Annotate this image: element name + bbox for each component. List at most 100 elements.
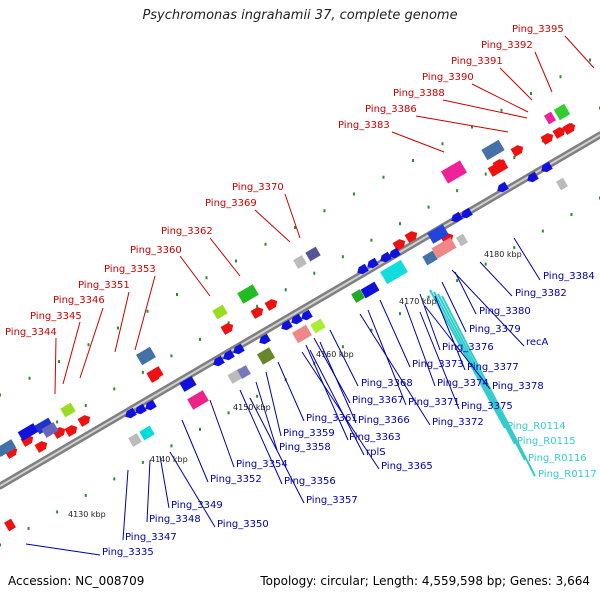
- callout-line: [239, 389, 283, 485]
- gene-arrow: [291, 313, 303, 325]
- rna-label[interactable]: Ping_R0115: [517, 436, 576, 447]
- guide-dot: [456, 189, 459, 193]
- gene-arrow: [34, 441, 48, 453]
- gene-label[interactable]: Ping_3379: [469, 324, 521, 335]
- guide-dot: [399, 312, 401, 316]
- gene-box: [34, 417, 54, 435]
- gene-label[interactable]: Ping_3375: [461, 401, 513, 412]
- rna-label[interactable]: Ping_R0114: [507, 421, 566, 432]
- gene-label[interactable]: Ping_3384: [543, 271, 595, 282]
- gene-label[interactable]: Ping_3367: [352, 395, 404, 406]
- gene-box: [380, 259, 408, 285]
- lower-strand-labels: Ping_3384 Ping_3382 Ping_3380 Ping_3379 …: [102, 271, 595, 558]
- gene-label[interactable]: Ping_3354: [236, 459, 288, 470]
- gene-arrow: [223, 349, 235, 361]
- gene-label[interactable]: Ping_3388: [393, 88, 445, 99]
- gene-label[interactable]: Ping_3348: [149, 514, 201, 525]
- gene-label[interactable]: Ping_3371: [408, 397, 460, 408]
- gene-box: [422, 250, 438, 266]
- gene-arrow: [281, 319, 293, 331]
- gene-label[interactable]: Ping_3352: [210, 474, 262, 485]
- gene-label[interactable]: Ping_3362: [161, 226, 213, 237]
- gene-label[interactable]: Ping_3346: [53, 295, 105, 306]
- gene-label[interactable]: Ping_3356: [284, 476, 336, 487]
- guide-dot: [28, 376, 31, 380]
- gene-label[interactable]: Ping_3357: [306, 495, 358, 506]
- callout-line: [209, 399, 235, 468]
- guide-dot: [513, 246, 516, 250]
- callout-line: [499, 67, 533, 101]
- gene-label[interactable]: Ping_3361: [306, 413, 358, 424]
- guide-dot: [141, 460, 144, 464]
- gene-label[interactable]: Ping_3335: [102, 547, 154, 558]
- scale-tick-4130: 4130 kbp: [68, 510, 106, 519]
- gene-box: [237, 284, 259, 304]
- gene-label[interactable]: Ping_3363: [349, 432, 401, 443]
- callout-line: [513, 237, 541, 281]
- gene-label[interactable]: Ping_3345: [30, 311, 82, 322]
- guide-dot: [256, 304, 259, 308]
- guide-dot: [56, 420, 59, 424]
- guide-dot: [56, 510, 59, 514]
- callout-line: [209, 237, 241, 277]
- gene-label[interactable]: Ping_3360: [130, 245, 182, 256]
- guide-dot: [484, 172, 487, 176]
- gene-label[interactable]: Ping_3372: [432, 417, 484, 428]
- guide-dot: [113, 477, 116, 481]
- gene-label[interactable]: Ping_3386: [365, 104, 417, 115]
- guide-dot: [141, 370, 144, 374]
- gene-label[interactable]: Ping_3370: [232, 182, 284, 193]
- callout-line: [169, 451, 216, 528]
- gene-label[interactable]: recA: [526, 337, 549, 348]
- guide-dot: [353, 192, 355, 196]
- gene-label[interactable]: Ping_3382: [515, 288, 567, 299]
- rna-label[interactable]: Ping_R0116: [528, 453, 587, 464]
- gene-label[interactable]: Ping_3369: [205, 198, 257, 209]
- rna-labels: Ping_R0114 Ping_R0115 Ping_R0116 Ping_R0…: [507, 421, 597, 480]
- gene-label[interactable]: Ping_3378: [492, 381, 544, 392]
- guide-dot: [456, 279, 459, 283]
- gene-box: [293, 255, 307, 269]
- guide-dot: [341, 255, 344, 259]
- gene-label[interactable]: Ping_3373: [412, 359, 464, 370]
- callout-line: [265, 371, 282, 437]
- callout-line: [451, 269, 525, 347]
- gene-label[interactable]: Ping_3377: [467, 362, 519, 373]
- guide-dot: [370, 328, 373, 332]
- rna-feature: [437, 293, 526, 461]
- gene-box: [4, 518, 16, 532]
- callout-line: [319, 341, 357, 424]
- gene-label[interactable]: Ping_3358: [279, 442, 331, 453]
- gene-label[interactable]: Ping_3359: [283, 428, 335, 439]
- gene-label[interactable]: Ping_3365: [381, 461, 433, 472]
- gene-label[interactable]: Ping_3391: [451, 56, 503, 67]
- gene-label[interactable]: Ping_3383: [338, 120, 390, 131]
- gene-label[interactable]: Ping_3353: [104, 264, 156, 275]
- scale-tick-4140: 4140 kbp: [150, 455, 188, 464]
- gene-label[interactable]: Ping_3351: [78, 280, 130, 291]
- gene-arrow: [367, 257, 379, 269]
- rna-feature: [429, 289, 506, 429]
- gene-label[interactable]: Ping_3392: [481, 40, 533, 51]
- gene-label[interactable]: Ping_3390: [422, 72, 474, 83]
- gene-label[interactable]: Ping_3395: [512, 24, 564, 35]
- guide-dots: [0, 58, 600, 547]
- gene-label[interactable]: Ping_3349: [171, 500, 223, 511]
- rna-label[interactable]: Ping_R0117: [538, 469, 597, 480]
- gene-label[interactable]: Ping_3380: [479, 306, 531, 317]
- gene-label[interactable]: Ping_3350: [217, 519, 269, 530]
- gene-arrow: [77, 415, 91, 427]
- gene-label[interactable]: Ping_3344: [5, 327, 57, 338]
- gene-label[interactable]: Ping_3347: [125, 532, 177, 543]
- callout-line: [419, 293, 441, 351]
- gene-label[interactable]: Ping_3366: [358, 415, 410, 426]
- gene-label[interactable]: Ping_3374: [437, 378, 489, 389]
- scale-tick-4160: 4160 kbp: [316, 350, 354, 359]
- callout-line: [122, 469, 129, 541]
- accession-text: Accession: NC_008709: [8, 574, 145, 588]
- gene-box: [146, 366, 164, 382]
- gene-label[interactable]: rplS: [366, 447, 386, 458]
- gene-label[interactable]: Ping_3368: [361, 378, 413, 389]
- gene-label[interactable]: Ping_3376: [442, 342, 494, 353]
